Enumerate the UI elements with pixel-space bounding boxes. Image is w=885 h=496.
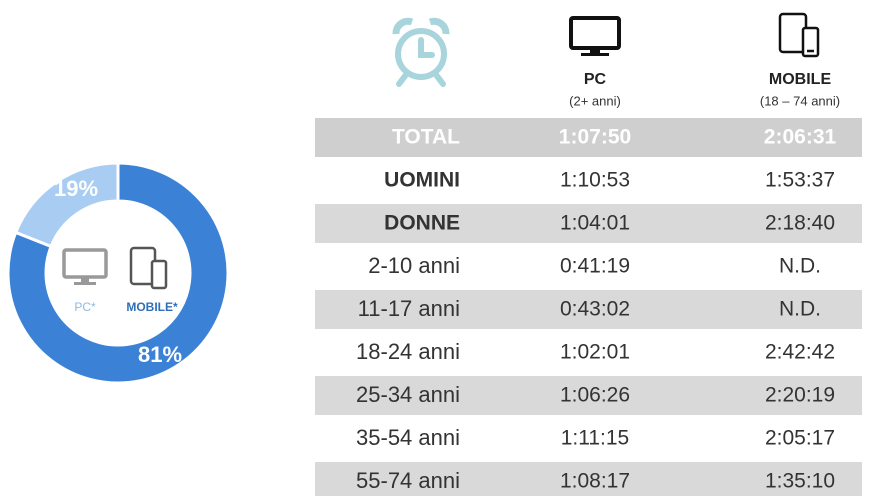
- row-shade: [315, 118, 862, 157]
- column-subtitle: (18 – 74 anni): [760, 93, 840, 108]
- cell: 1:07:50: [559, 126, 631, 149]
- cell: 1:10:53: [560, 169, 630, 192]
- donut-segment: [6, 161, 230, 385]
- row-label: 55-74 anni: [356, 468, 460, 493]
- cell: 2:42:42: [765, 341, 835, 364]
- column-subtitle: (2+ anni): [569, 93, 621, 108]
- row-shade: [315, 204, 862, 243]
- cell: 1:35:10: [765, 470, 835, 493]
- row-label: DONNE: [384, 212, 460, 235]
- cell: N.D.: [779, 255, 821, 278]
- cell: 1:08:17: [560, 470, 630, 493]
- row-shade: [315, 290, 862, 329]
- cell: 1:04:01: [560, 212, 630, 235]
- cell: 2:18:40: [765, 212, 835, 235]
- row-shade: [315, 376, 862, 415]
- row-label: 11-17 anni: [358, 296, 460, 321]
- category-label: PC*: [74, 300, 96, 314]
- donut-pc-icon: [62, 248, 108, 285]
- row-label: UOMINI: [384, 169, 460, 192]
- cell: 1:06:26: [560, 384, 630, 407]
- segment-label: 81%: [138, 342, 182, 367]
- cell: 1:53:37: [765, 169, 835, 192]
- row-label: 25-34 anni: [356, 382, 460, 407]
- segment-label: 19%: [54, 176, 98, 201]
- cell: 2:06:31: [764, 126, 837, 149]
- alarm-clock-icon: [392, 17, 450, 87]
- cell: N.D.: [779, 298, 821, 321]
- cell: 2:20:19: [765, 384, 835, 407]
- cell: 1:11:15: [561, 427, 630, 450]
- row-label: 2-10 anni: [368, 253, 460, 278]
- cell: 2:05:17: [765, 427, 835, 450]
- row-label: 18-24 anni: [356, 339, 460, 364]
- column-title: PC: [584, 71, 607, 88]
- column-title: MOBILE: [769, 71, 832, 88]
- cell: 0:41:19: [560, 255, 630, 278]
- category-label: MOBILE*: [126, 300, 178, 314]
- cell: 1:02:01: [560, 341, 630, 364]
- mobile-icon: [778, 12, 820, 58]
- cell: 0:43:02: [560, 298, 630, 321]
- row-label: TOTAL: [392, 126, 460, 149]
- row-shade: [315, 462, 862, 496]
- donut-mobile-icon: [129, 246, 168, 290]
- row-label: 35-54 anni: [356, 425, 460, 450]
- pc-icon: [569, 16, 621, 56]
